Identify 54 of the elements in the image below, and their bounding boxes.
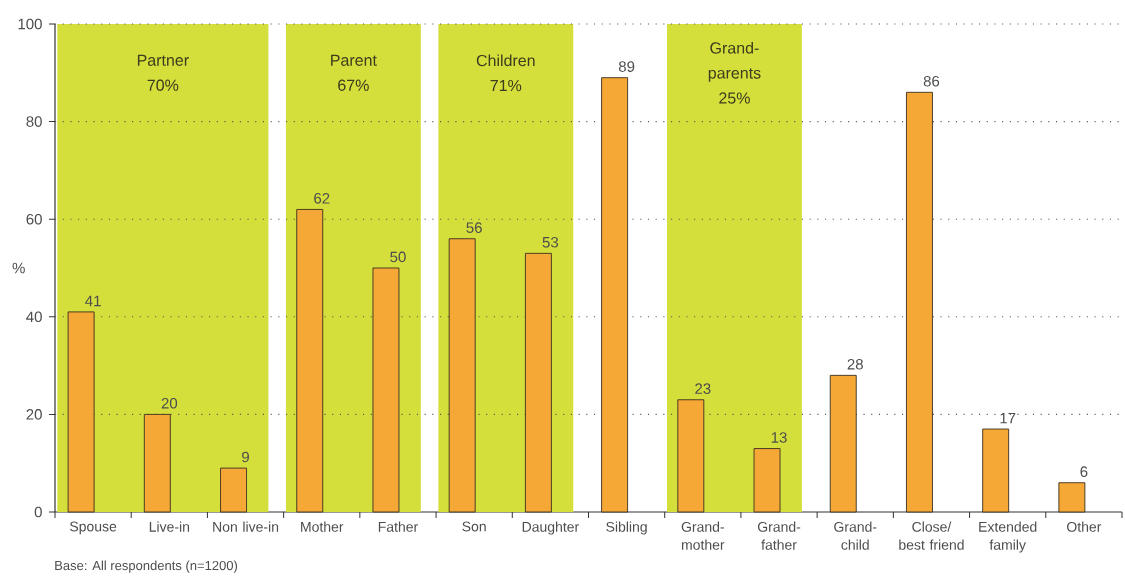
x-tick-label: Non live-in bbox=[213, 521, 279, 532]
y-tick-label: 0 bbox=[34, 506, 42, 518]
data-label: 53 bbox=[542, 236, 559, 248]
x-tick-label: Other bbox=[1067, 521, 1102, 532]
data-label: 50 bbox=[390, 251, 406, 263]
text: Base: All respondents (n=1200) bbox=[55, 560, 238, 573]
data-label: 13 bbox=[771, 432, 787, 443]
data-label: 23 bbox=[695, 383, 711, 394]
band-label: Parent 67% bbox=[331, 54, 377, 91]
y-axis-title: % bbox=[12, 262, 25, 274]
data-label: 62 bbox=[314, 193, 330, 204]
data-label: 17 bbox=[1000, 412, 1016, 424]
band-label: Partner 70% bbox=[137, 54, 189, 91]
band-label: Children 71% bbox=[476, 54, 535, 92]
bar bbox=[753, 448, 781, 513]
bar bbox=[829, 374, 857, 513]
x-tick-label: Grand-father bbox=[757, 521, 801, 550]
data-label: 86 bbox=[923, 75, 940, 87]
data-label: 20 bbox=[161, 397, 178, 409]
y-tick-label: 40 bbox=[26, 311, 42, 323]
y-tick-label: 20 bbox=[26, 409, 42, 420]
x-tick-label: Sibling bbox=[606, 521, 647, 535]
band-label: Grand-parents 25% bbox=[708, 41, 761, 104]
x-tick-label: Grand-mother bbox=[681, 521, 725, 550]
bar bbox=[906, 91, 933, 513]
x-tick-label: Close/ best friend bbox=[899, 521, 964, 550]
bar bbox=[982, 428, 1010, 513]
x-tick-label: Extended family bbox=[979, 521, 1037, 553]
bar bbox=[220, 467, 247, 513]
data-label: 89 bbox=[618, 61, 635, 72]
x-tick-label: Live-in bbox=[149, 521, 190, 532]
bar bbox=[601, 77, 629, 513]
y-tick-label: 60 bbox=[26, 213, 42, 225]
x-tick-label: Grand-child bbox=[834, 521, 877, 550]
bar bbox=[524, 252, 552, 513]
bar bbox=[448, 238, 476, 513]
x-tick-label: Father bbox=[378, 521, 418, 532]
y-tick-label: 100 bbox=[18, 18, 42, 30]
x-tick-label: Daughter bbox=[522, 521, 579, 535]
data-label: 56 bbox=[466, 222, 482, 233]
bar bbox=[296, 208, 324, 513]
bar bbox=[143, 413, 171, 513]
data-label: 6 bbox=[1080, 466, 1088, 477]
x-tick-label: Spouse bbox=[70, 521, 117, 535]
x-tick-label: Son bbox=[462, 521, 486, 532]
x-tick-label: Mother bbox=[301, 521, 344, 532]
data-label: 9 bbox=[242, 451, 249, 463]
data-label: 41 bbox=[85, 295, 101, 307]
bar bbox=[1058, 482, 1086, 513]
bar bbox=[67, 311, 95, 513]
bar bbox=[372, 267, 400, 513]
data-label: 28 bbox=[847, 358, 863, 370]
bar bbox=[677, 399, 705, 513]
y-tick-label: 80 bbox=[26, 116, 42, 127]
